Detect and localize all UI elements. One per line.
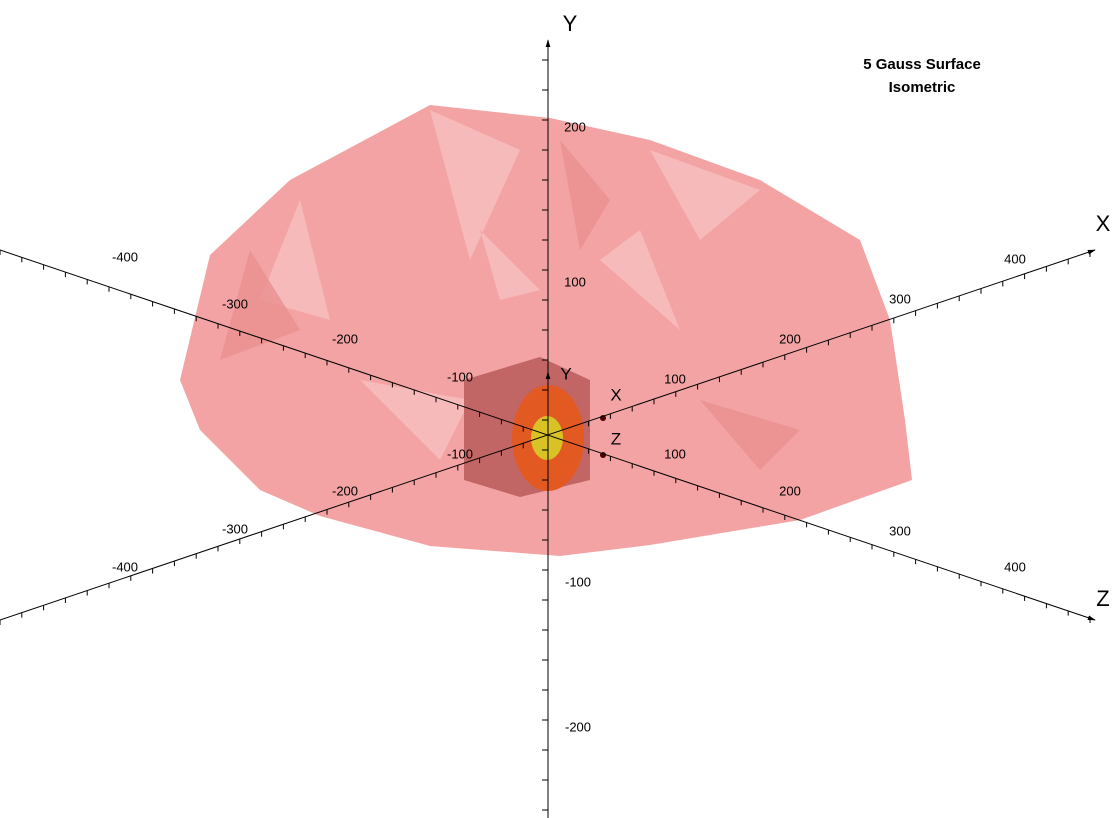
x-tick-label: 100 [664,371,686,386]
title-line: Isometric [889,79,956,96]
inner-axis-label: X [610,385,621,404]
x-tick-label: 300 [889,291,911,306]
z-tick-label: -400 [112,249,138,264]
x-tick-label: -200 [332,483,358,498]
y-tick-label: -200 [565,719,591,734]
y-tick-label: 200 [564,119,586,134]
x-tick-label: -100 [447,446,473,461]
z-tick-label: -200 [332,331,358,346]
magnet-core [464,357,606,497]
x-tick-label: 200 [779,331,801,346]
z-tick-label: 300 [889,523,911,538]
axis-label: Y [563,11,578,36]
x-tick-label: 400 [1004,251,1026,266]
x-tick-label: -300 [222,521,248,536]
y-tick-label: -100 [565,574,591,589]
z-tick-label: -300 [222,296,248,311]
y-tick-label: 100 [564,274,586,289]
inner-axis-label: Z [611,429,621,448]
z-tick-label: 100 [664,446,686,461]
title-line: 5 Gauss Surface [863,56,981,73]
x-tick-label: -400 [112,559,138,574]
z-tick-label: -100 [447,369,473,384]
inner-axis-label: Y [560,364,571,383]
axis-label: X [1096,211,1111,236]
axes [0,39,1096,818]
axis-label: Z [1096,586,1109,611]
z-tick-label: 400 [1004,559,1026,574]
z-tick-label: 200 [779,483,801,498]
